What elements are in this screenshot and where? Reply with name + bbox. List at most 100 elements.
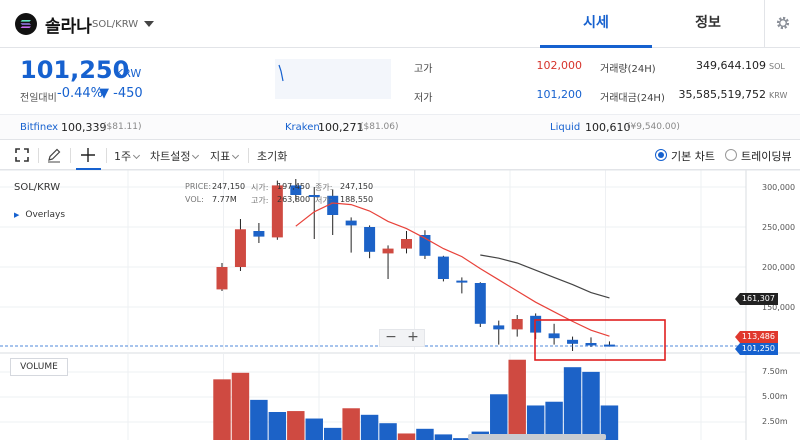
settings-button[interactable] xyxy=(764,0,800,48)
exchange-price: 100,339 xyxy=(61,121,107,134)
basic-chart-radio[interactable] xyxy=(655,149,667,161)
legend-price: 247,150 xyxy=(212,182,246,191)
zoom-in-button[interactable]: + xyxy=(407,329,419,345)
indicators-dropdown[interactable]: 지표 xyxy=(210,148,240,164)
candle-body xyxy=(345,220,357,226)
high-value: 102,000 xyxy=(536,59,583,72)
crosshair-icon[interactable] xyxy=(80,147,96,163)
last-price-tag: 101,250 xyxy=(735,343,778,355)
tradingview-label[interactable]: 트레이딩뷰 xyxy=(741,150,792,163)
volume-bar xyxy=(213,379,231,440)
coin-select-chevron-down-icon[interactable] xyxy=(144,21,154,27)
value-24h-unit: KRW xyxy=(769,91,788,100)
exchange-usd-price: ($81.11) xyxy=(103,122,142,132)
exchange-name[interactable]: Bitfinex xyxy=(20,122,59,133)
exchange-price: 100,610 xyxy=(585,121,631,134)
exchange-price-row: Bitfinex 100,339 ($81.11) Kraken 100,271… xyxy=(0,114,800,140)
value-24h-value: 35,585,519,752 xyxy=(678,88,766,101)
volume-bar xyxy=(600,405,619,440)
exchange-name[interactable]: Kraken xyxy=(285,122,320,133)
volume-bar xyxy=(563,367,582,440)
zoom-out-button[interactable]: − xyxy=(385,329,397,345)
volume-bar xyxy=(323,427,342,440)
low-label: 저가 xyxy=(414,93,433,104)
legend-high: 263,800 xyxy=(277,195,311,204)
legend-price-key: PRICE: xyxy=(185,182,212,191)
candle-body xyxy=(253,231,265,237)
volume-bar xyxy=(342,408,360,440)
volume-bar xyxy=(305,418,323,440)
chart-settings-label: 차트설정 xyxy=(150,150,191,163)
pencil-icon[interactable] xyxy=(46,147,62,163)
chevron-down-icon xyxy=(133,151,141,160)
fullscreen-icon[interactable] xyxy=(14,147,30,163)
candle-body xyxy=(308,195,320,197)
legend-vol: 7.77M xyxy=(212,195,237,204)
chart-symbol: SOL/KRW xyxy=(14,182,61,193)
legend-low-key: 저가: xyxy=(315,196,333,205)
period-label: 1주 xyxy=(114,150,132,163)
active-tool-indicator xyxy=(76,168,101,170)
chart-scrollbar-thumb[interactable] xyxy=(468,434,606,440)
price-axis-tick: 250,000 xyxy=(762,223,796,232)
coin-name: 솔라나 xyxy=(45,17,92,37)
tab-info[interactable]: 정보 xyxy=(695,15,721,31)
basic-chart-label[interactable]: 기본 차트 xyxy=(671,150,715,163)
volume-bar xyxy=(250,399,268,440)
volume-bar xyxy=(490,394,508,440)
candle-body xyxy=(585,343,597,346)
candle-body xyxy=(401,239,412,249)
volume-bar xyxy=(416,428,434,440)
period-dropdown[interactable]: 1주 xyxy=(114,148,141,164)
candle-body xyxy=(271,185,283,238)
candle-body xyxy=(567,339,579,344)
change-amount: ▼ -450 xyxy=(99,86,143,101)
volume-bar xyxy=(545,401,563,440)
chart-settings-dropdown[interactable]: 차트설정 xyxy=(150,148,200,164)
volume-axis-tick: 7.50m xyxy=(762,367,788,376)
candle-body xyxy=(474,283,486,324)
volume-bar xyxy=(379,423,397,440)
reset-button[interactable]: 초기화 xyxy=(257,150,288,163)
price-axis-tick: 150,000 xyxy=(762,303,796,312)
volume-bar xyxy=(231,372,250,440)
ma-short-line xyxy=(295,202,610,337)
current-price: 101,250 xyxy=(20,56,130,84)
ma-short-price-tag: 113,486 xyxy=(735,331,778,343)
volume-bar xyxy=(582,371,600,440)
value-24h-label: 거래대금(24H) xyxy=(600,93,665,104)
coin-pair: SOL/KRW xyxy=(92,19,139,30)
divider xyxy=(38,148,39,163)
volume-axis-tick: 5.00m xyxy=(762,392,788,401)
volume-bar xyxy=(268,412,287,440)
solana-logo-icon xyxy=(15,13,37,35)
candle-body xyxy=(456,280,468,283)
change-label: 전일대비 xyxy=(20,93,57,104)
volume-bar xyxy=(397,433,416,440)
high-label: 고가 xyxy=(414,64,433,75)
chart-toolbar: 1주 차트설정 지표 초기화 기본 차트 트레이딩뷰 xyxy=(0,141,800,170)
price-chart[interactable]: SOL/KRW Overlays PRICE: 247,150 시가: 197,… xyxy=(0,170,800,440)
volume-pane-button[interactable]: VOLUME xyxy=(10,358,68,376)
overlays-toggle[interactable]: Overlays xyxy=(14,210,65,220)
price-axis-tick: 300,000 xyxy=(762,183,796,192)
legend-close-key: 종가: xyxy=(315,183,333,192)
gear-icon xyxy=(776,16,790,30)
tab-price[interactable]: 시세 xyxy=(540,0,652,48)
volume-bar xyxy=(526,405,545,440)
legend-vol-key: VOL: xyxy=(185,195,204,204)
candle-body xyxy=(382,248,394,254)
highlight-box xyxy=(534,319,666,361)
volume-bar xyxy=(508,359,526,440)
zoom-controls: − + xyxy=(379,329,425,347)
divider xyxy=(248,148,249,163)
coin-header: 솔라나 SOL/KRW 시세 정보 xyxy=(0,0,800,48)
exchange-name[interactable]: Liquid xyxy=(550,122,581,133)
candle-body xyxy=(511,319,523,330)
legend-open: 197,450 xyxy=(277,182,311,191)
chevron-down-icon xyxy=(232,151,240,160)
candle-body xyxy=(603,344,615,347)
tradingview-radio[interactable] xyxy=(725,149,737,161)
price-unit: KRW xyxy=(116,67,142,80)
legend-low: 188,550 xyxy=(340,195,374,204)
